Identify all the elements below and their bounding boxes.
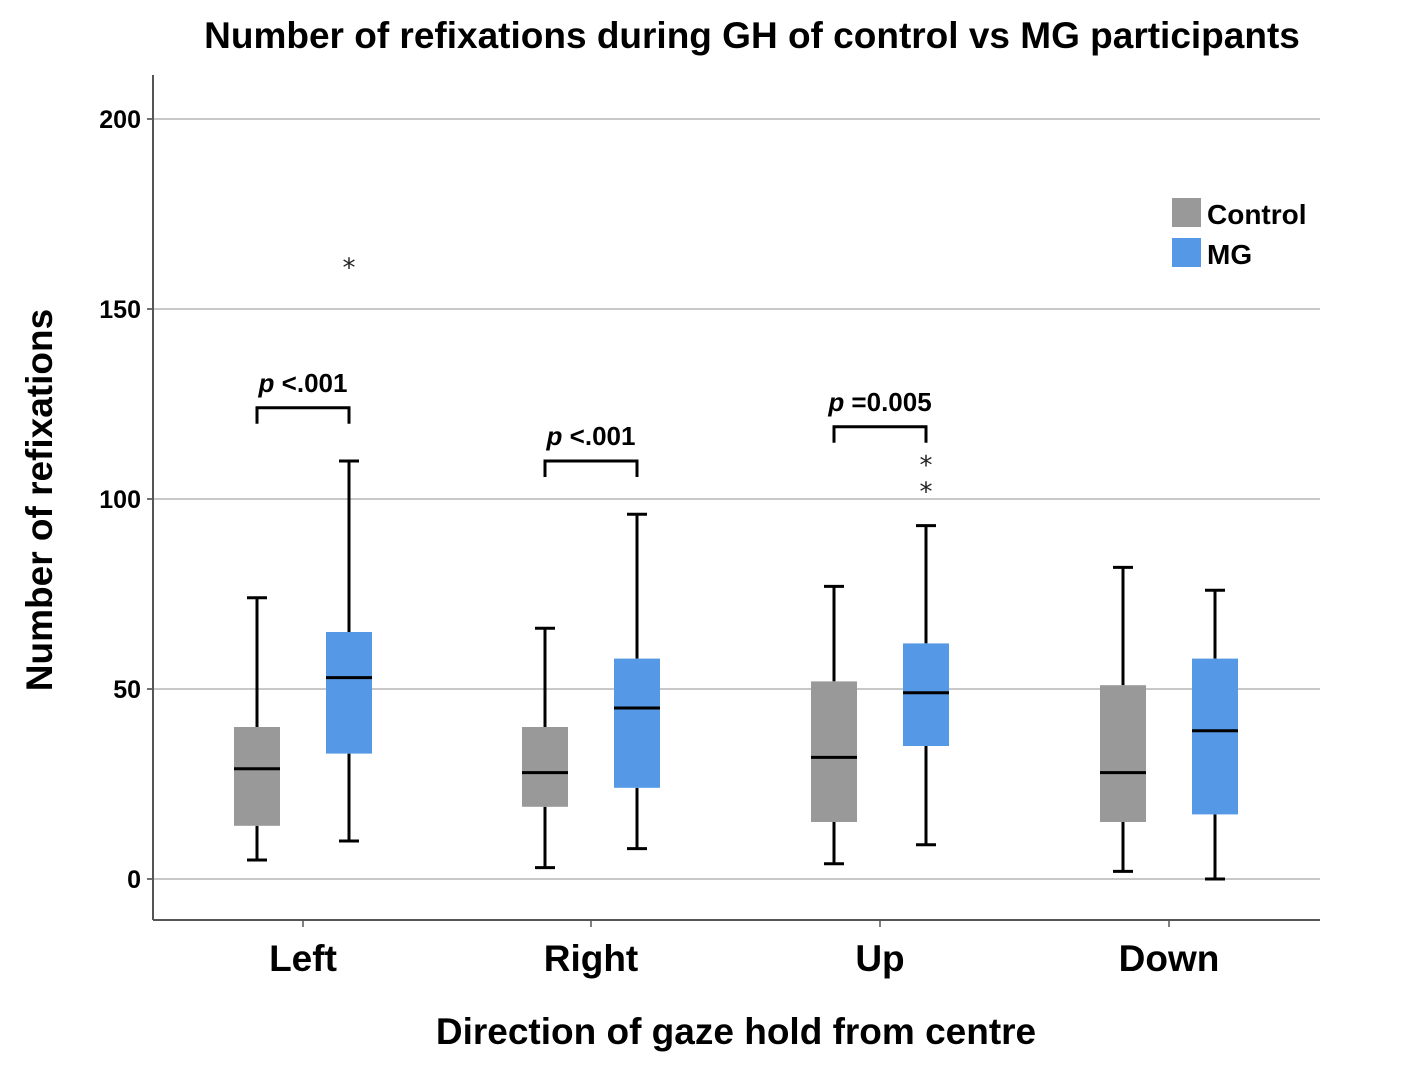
box-control-down xyxy=(1100,565,1146,873)
box-control-up xyxy=(811,584,857,866)
x-tick-label-left: Left xyxy=(269,938,337,979)
box-iqr xyxy=(1192,658,1238,815)
box-iqr xyxy=(614,658,660,788)
axes: 0 50 100 150 200 Left Right Up Down xyxy=(99,75,1320,979)
legend-swatch-control xyxy=(1172,198,1201,227)
p-symbol: p xyxy=(258,368,282,398)
chart-title: Number of refixations during GH of contr… xyxy=(204,15,1300,56)
sig-bracket-up: p =0.005 xyxy=(827,387,932,443)
p-value-text: <.001 xyxy=(282,368,348,398)
sig-bracket-left: p <.001 xyxy=(255,368,351,424)
box-mg-right xyxy=(614,512,660,851)
p-value-text: <.001 xyxy=(570,421,636,451)
outlier-marker: * xyxy=(920,451,933,481)
y-tick-label: 150 xyxy=(99,296,141,324)
box-iqr xyxy=(234,727,280,826)
legend-swatch-mg xyxy=(1172,238,1201,267)
boxes: *** xyxy=(234,253,1238,881)
p-symbol: p xyxy=(827,387,851,417)
box-mg-down xyxy=(1192,588,1238,881)
x-tick-label-down: Down xyxy=(1119,938,1220,979)
legend-label-mg: MG xyxy=(1207,239,1252,270)
box-iqr xyxy=(522,727,568,807)
box-iqr xyxy=(903,643,949,746)
x-tick-label-right: Right xyxy=(544,938,639,979)
outlier-marker: * xyxy=(343,253,356,283)
p-value-label: p =0.005 xyxy=(827,387,931,417)
legend: Control MG xyxy=(1172,198,1307,270)
p-symbol: p xyxy=(546,421,570,451)
p-value-label: p <.001 xyxy=(546,421,636,451)
y-tick-label: 200 xyxy=(99,106,141,134)
box-iqr xyxy=(811,681,857,822)
bracket-line xyxy=(543,459,639,477)
p-value-text: =0.005 xyxy=(851,387,931,417)
y-tick-label: 100 xyxy=(99,486,141,514)
box-control-left xyxy=(234,596,280,862)
y-tick-label: 50 xyxy=(113,676,141,704)
box-iqr xyxy=(326,632,372,754)
box-mg-left: * xyxy=(326,253,372,843)
x-axis-label: Direction of gaze hold from centre xyxy=(436,1011,1036,1052)
y-axis-label: Number of refixations xyxy=(19,309,60,691)
box-iqr xyxy=(1100,685,1146,822)
box-mg-up: ** xyxy=(903,451,949,847)
y-tick-label: 0 xyxy=(127,866,141,894)
p-value-label: p <.001 xyxy=(258,368,348,398)
sig-bracket-right: p <.001 xyxy=(543,421,639,477)
bracket-line xyxy=(832,425,928,443)
box-control-right xyxy=(522,626,568,870)
x-tick-label-up: Up xyxy=(855,938,904,979)
bracket-line xyxy=(255,406,351,424)
legend-label-control: Control xyxy=(1207,199,1307,230)
outlier-marker: * xyxy=(920,478,933,508)
